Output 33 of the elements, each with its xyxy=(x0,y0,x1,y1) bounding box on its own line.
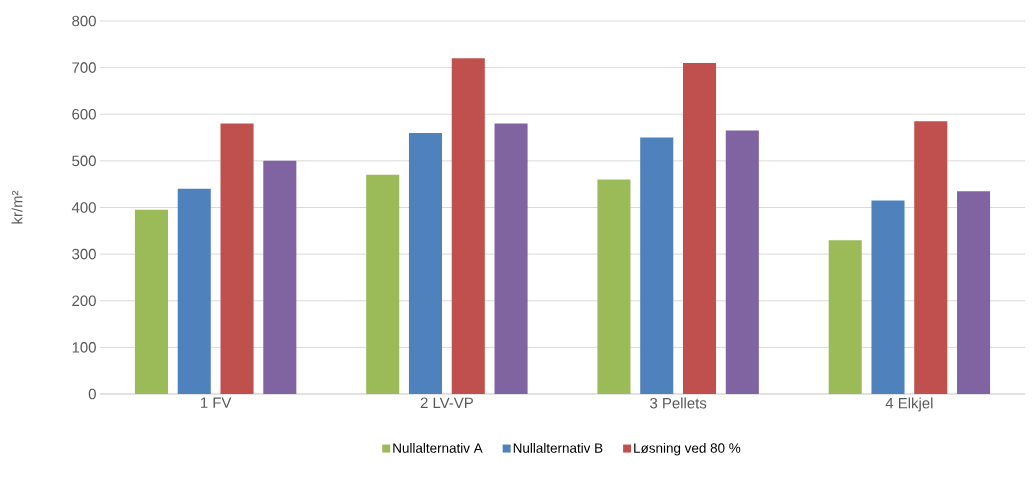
bar xyxy=(914,121,948,394)
y-tick-label: 200 xyxy=(72,295,96,307)
bar xyxy=(263,160,297,394)
bar xyxy=(366,174,400,394)
bar xyxy=(494,123,528,394)
x-tick-label: 3 Pellets xyxy=(650,397,707,409)
x-tick-label: 2 LV-VP xyxy=(420,397,473,408)
bar xyxy=(725,130,759,394)
x-tick-label: 1 FV xyxy=(201,397,232,408)
bar xyxy=(828,240,862,394)
y-tick-label: 300 xyxy=(72,248,96,260)
bar xyxy=(682,62,717,394)
y-tick-label: 700 xyxy=(72,62,96,73)
bar xyxy=(134,209,168,394)
x-tick-label: 4 Elkjel xyxy=(885,397,933,412)
bar xyxy=(451,58,485,394)
bar xyxy=(597,179,631,394)
legend-label: Nullalternativ A xyxy=(393,442,483,453)
y-tick-label: 600 xyxy=(72,108,96,120)
y-tick-label: 400 xyxy=(71,202,96,213)
bar xyxy=(871,200,905,394)
bar xyxy=(220,123,254,394)
bar xyxy=(640,137,674,394)
bar xyxy=(957,191,991,394)
y-axis-title: kr/m² xyxy=(11,190,23,224)
bar xyxy=(408,132,443,394)
y-tick-label: 800 xyxy=(72,15,96,27)
y-tick-label: 100 xyxy=(72,342,96,353)
y-tick-label: 0 xyxy=(88,388,96,400)
legend-label: Løsning ved 80 % xyxy=(634,442,741,456)
y-tick-label: 500 xyxy=(72,155,96,167)
legend-label: Nullalternativ B xyxy=(513,442,603,453)
bar xyxy=(177,188,211,394)
